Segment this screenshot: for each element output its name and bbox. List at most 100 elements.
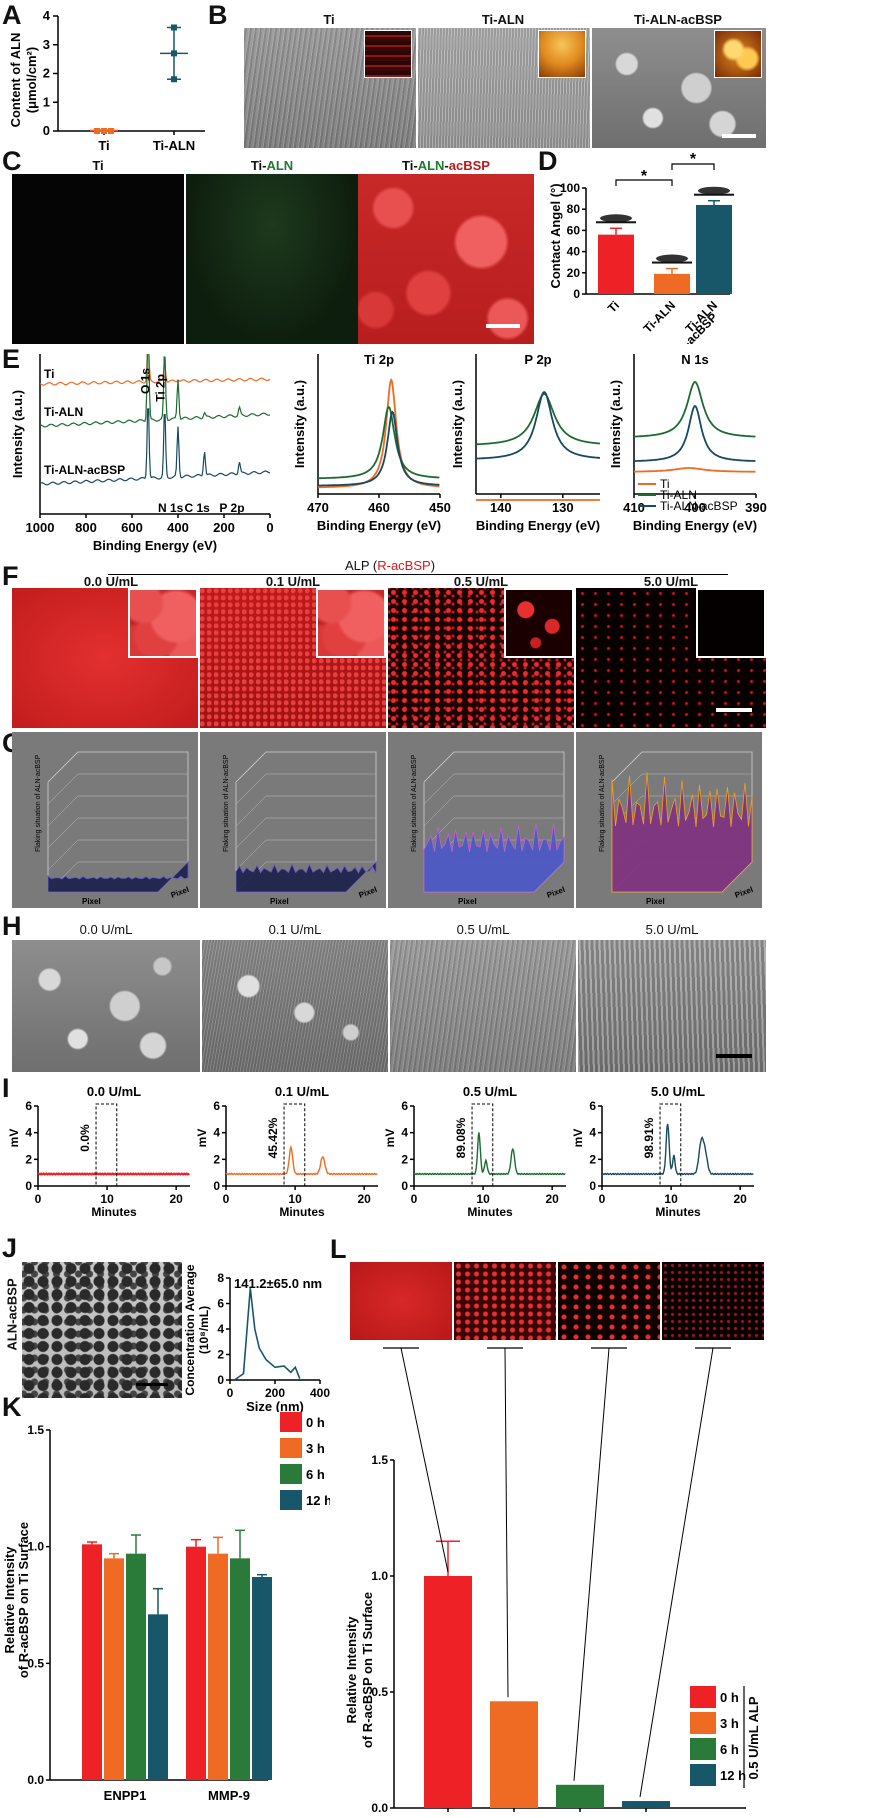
chart-a-plot: 0 1 2 3 4 Ti Ti-ALN (43, 8, 205, 153)
chart-i-percent-label: 45.42% (266, 1117, 280, 1158)
chart-d-sig-bracket (671, 163, 715, 170)
chart-d-xtick-label: Ti (605, 298, 622, 315)
chart-k-bar (208, 1553, 228, 1780)
chart-e4-legend-label: Ti-ALN-acBSP (660, 499, 738, 513)
fluor-image-ti-aln-acbsp (358, 174, 534, 344)
chartE2-ylabel: Intensity (a.u.) (292, 380, 307, 468)
panel-f-title-1: 0.0 U/mL (83, 574, 139, 589)
chart-e1-series-line (39, 408, 271, 486)
chart-k-legend-swatch (280, 1464, 302, 1484)
chart-k-legend-swatch (280, 1490, 302, 1510)
panel-c-title-3: Ti-ALN-acBSP (358, 158, 534, 173)
chart-k-bar (186, 1546, 206, 1780)
chartE4-xlabel: Binding Energy (eV) (633, 518, 757, 533)
chart-l-legend-swatch (690, 1764, 716, 1786)
panel-b-title-3: Ti-ALN-acBSP (634, 12, 722, 27)
panel-f-header: ALP (R-acBSP) (200, 558, 580, 573)
sem-image-alp-05 (390, 940, 576, 1072)
panel-b-title-2: Ti-ALN (481, 12, 525, 27)
chart-k-bar (148, 1614, 168, 1780)
chart-d-ytick-label: 100 (560, 181, 580, 195)
scale-bar (136, 1383, 168, 1386)
chart-i-xtick-label: 0 (599, 1192, 606, 1206)
chart-i-series-line (37, 1172, 190, 1176)
chart-k-bar (126, 1553, 146, 1780)
panel-c-title-2-prefix: Ti- (250, 158, 267, 173)
chart-d-ytick-label: 20 (567, 266, 581, 280)
fluor-image-alp-5 (576, 588, 766, 728)
chart-i-xtick-label: 10 (476, 1192, 490, 1206)
chart-k-legend-label: 0 h (306, 1415, 325, 1430)
chart-i-integration-box (659, 1103, 682, 1187)
panel-label-f: F (2, 561, 19, 591)
panel-j-side-label-text: ALN-acBSP (4, 1278, 20, 1351)
chart-e1-series-label: Ti-ALN-acBSP (44, 463, 125, 477)
chart-i-xlabel: Minutes (279, 1205, 325, 1219)
chart-j-ytick-label: 0 (217, 1373, 224, 1387)
chart-i-ytick-label: 2 (589, 1152, 596, 1166)
chart-d-ytick-label: 80 (567, 202, 581, 216)
chart-i-title: 0.0 U/mL (87, 1084, 141, 1099)
chart-l: 0.0 0.5 1.0 1.5 Relative Intensity of R-acBSP… (344, 1347, 761, 1815)
zoom-inset (316, 588, 386, 658)
panel-c-title-3-acbsp: acBSP (448, 158, 490, 173)
chart-d-ytick-label: 60 (567, 223, 581, 237)
chart-l-plot: 0.0 0.5 1.0 1.5 Relative Intensity of R-acBSP… (344, 1347, 761, 1815)
plot3d-surface (423, 822, 565, 893)
chart-i-ylabel: mV (195, 1129, 209, 1148)
scale-bar (722, 134, 756, 138)
chart-i-xlabel: Minutes (91, 1205, 137, 1219)
fluor-image-l-3h (454, 1262, 556, 1340)
chartE4-xtick-label: 410 (623, 500, 645, 515)
chart-d-sig-star: * (641, 168, 648, 185)
chart-a: Content of ALN (μmol/cm²) 0 1 2 3 4 Ti Ti-ALN (8, 8, 205, 153)
chart-a-ytick-label: 1 (43, 94, 50, 109)
chart-j-xtick-label: 0 (227, 1386, 234, 1400)
chartE4-series-line (634, 381, 756, 438)
chart-k-ylabel-2: of R-acBSP on Ti Surface (16, 1522, 31, 1678)
fluor-image-ti-aln (186, 174, 358, 344)
chart-i-ylabel: mV (7, 1129, 21, 1148)
chart-j-xlabel: Size (nm) (246, 1399, 304, 1412)
chartE2-series-line (318, 410, 440, 487)
chart-l-connector-line (573, 1347, 610, 1781)
panel-f-header-suffix: ) (430, 558, 436, 573)
fluor-image-ti (12, 174, 184, 344)
chart-g-3d-plots: Flaking situation of ALN-acBSP Pixel Pixel… (12, 732, 762, 908)
chart-e1-xtick-label: 200 (213, 520, 235, 535)
chart-k-xtick-label: ENPP1 (104, 1788, 147, 1803)
chart-k-legend-label: 12 h (306, 1493, 330, 1508)
chart-k-legend-label: 6 h (306, 1467, 325, 1482)
chartE2-series-line (317, 378, 440, 489)
plot3d-grid (47, 839, 79, 871)
chartE3-series-line (476, 390, 600, 460)
scale-bar (716, 708, 752, 712)
chart-i-xlabel: Minutes (655, 1205, 701, 1219)
plot3d-surface (47, 861, 189, 893)
afm-inset-ti-aln-acbsp (714, 30, 762, 78)
panel-label-b: B (208, 0, 228, 30)
chart-i-ytick-label: 4 (589, 1126, 596, 1140)
chart-i-integration-box (95, 1103, 118, 1187)
chart-i-title: 0.5 U/mL (463, 1084, 517, 1099)
chart-j-ylabel-2: (10⁸/mL) (197, 1306, 211, 1354)
chart-k-legend-label: 3 h (306, 1441, 325, 1456)
plot3d-grid (47, 817, 79, 849)
tem-image-aln-acbsp (22, 1262, 182, 1398)
chart-e4-legend-label: Ti-ALN (660, 488, 697, 502)
chart-i-ytick-label: 6 (589, 1099, 596, 1113)
plot3d-grid (235, 773, 267, 805)
chart-k-bar (104, 1558, 124, 1780)
plot3d-xlabel: Pixel (646, 897, 665, 906)
scale-bar (486, 324, 520, 328)
chart-j-title: 141.2±65.0 nm (234, 1276, 322, 1291)
chart-i-percent-label: 98.91% (642, 1117, 656, 1158)
chart-i-series-line (413, 1132, 566, 1176)
panel-f-header-red: R-acBSP (377, 558, 431, 573)
chart-k-bar (230, 1558, 250, 1780)
chart-a-point (171, 76, 177, 83)
chart-j-plot: 0 2 4 6 8 0 200 400 Size (nm) Concentration Avera… (184, 1264, 330, 1412)
chart-e1-peak-label: P 2p (219, 501, 244, 515)
